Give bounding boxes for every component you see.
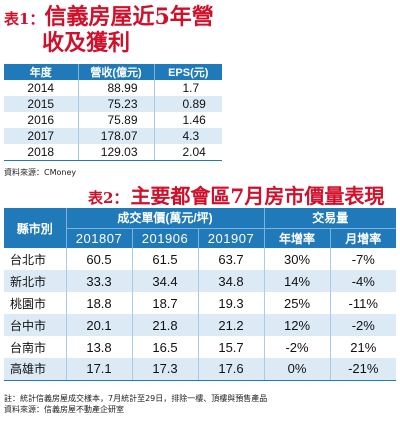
mom-cell: 21% bbox=[350, 339, 377, 355]
price-cell: 18.8 bbox=[66, 292, 133, 314]
column-header-201807: 201807 bbox=[66, 227, 133, 248]
price-cell: 21.2 bbox=[198, 314, 265, 336]
column-header-mom: 月增率 bbox=[330, 227, 396, 248]
price-cell: 17.1 bbox=[66, 358, 133, 381]
table-row: 2016 75.89 1.46 bbox=[4, 112, 222, 128]
city-cell: 台中市 bbox=[4, 314, 67, 336]
table-row: 高雄市 17.1 17.3 17.6 0% -21% bbox=[4, 358, 396, 381]
column-header-volume: 交易量 bbox=[264, 208, 396, 228]
table2-note: 註：統計信義房屋成交樣本，7月統計至29日，排除一樓、頂樓與預售產品 bbox=[4, 394, 268, 403]
housing-market-table: 縣市別 成交單價(萬元/坪) 交易量 201807 201906 201907 … bbox=[4, 208, 396, 381]
price-cell: 17.3 bbox=[132, 358, 199, 381]
table2-footnotes: 註：統計信義房屋成交樣本，7月統計至29日，排除一樓、頂樓與預售產品 資料來源：… bbox=[4, 393, 267, 415]
table2-tag: 表2： bbox=[88, 189, 129, 207]
price-cell: 18.7 bbox=[132, 292, 199, 314]
table1-heading: 表1： 信義房屋近5年營 收及獲利 bbox=[4, 4, 284, 56]
revenue-cell: 75.23 bbox=[78, 96, 155, 112]
mom-cell: -21% bbox=[330, 358, 396, 381]
eps-cell: 1.7 bbox=[182, 81, 200, 95]
price-cell: 19.3 bbox=[198, 292, 265, 314]
table2-source: 資料來源：信義房屋不動產企研室 bbox=[4, 405, 124, 414]
eps-cell: 2.04 bbox=[154, 144, 222, 161]
city-cell: 桃園市 bbox=[4, 292, 67, 314]
column-header-unit-price: 成交單價(萬元/坪) bbox=[66, 208, 265, 228]
yoy-cell: -2% bbox=[264, 336, 331, 358]
city-cell: 台北市 bbox=[4, 248, 67, 270]
city-cell: 新北市 bbox=[4, 270, 67, 292]
table1-tag: 表1： bbox=[4, 10, 45, 28]
mom-cell: -7% bbox=[351, 251, 375, 267]
revenue-cell: 178.07 bbox=[78, 128, 155, 144]
yoy-cell: 14% bbox=[264, 270, 331, 292]
yoy-cell: 25% bbox=[264, 292, 331, 314]
yoy-cell: 12% bbox=[264, 314, 331, 336]
year-cell: 2016 bbox=[4, 112, 79, 128]
eps-cell: 4.3 bbox=[154, 128, 222, 144]
revenue-table: 年度 營收(億元) EPS(元) 2014 88.99 1.7 2015 75.… bbox=[4, 64, 222, 161]
year-cell: 2014 bbox=[4, 80, 79, 96]
price-cell: 16.5 bbox=[132, 336, 199, 358]
year-cell: 2015 bbox=[4, 96, 79, 112]
table-row: 2014 88.99 1.7 bbox=[4, 80, 222, 96]
column-header-city: 縣市別 bbox=[4, 208, 67, 248]
revenue-cell: 75.89 bbox=[78, 112, 155, 128]
price-cell: 21.8 bbox=[132, 314, 199, 336]
mom-cell: -11% bbox=[348, 295, 378, 311]
yoy-cell: 30% bbox=[264, 248, 331, 270]
table2-title: 主要都會區7月房市價量表現 bbox=[130, 184, 385, 208]
price-cell: 34.8 bbox=[198, 270, 265, 292]
mom-cell: -2% bbox=[330, 314, 396, 336]
table-row: 台中市 20.1 21.8 21.2 12% -2% bbox=[4, 314, 396, 336]
year-cell: 2018 bbox=[4, 144, 79, 161]
price-cell: 63.7 bbox=[198, 248, 265, 270]
column-header-revenue: 營收(億元) bbox=[78, 64, 155, 80]
price-cell: 34.4 bbox=[132, 270, 199, 292]
table-row: 台北市 60.5 61.5 63.7 30% -7% bbox=[4, 248, 396, 270]
table-row: 新北市 33.3 34.4 34.8 14% -4% bbox=[4, 270, 396, 292]
mom-cell: -4% bbox=[330, 270, 396, 292]
column-header-yoy: 年增率 bbox=[264, 227, 331, 248]
column-header-201907: 201907 bbox=[198, 227, 265, 248]
city-cell: 台南市 bbox=[4, 336, 67, 358]
price-cell: 61.5 bbox=[132, 248, 199, 270]
table1-source: 資料來源：CMoney bbox=[4, 168, 77, 177]
table-row: 2017 178.07 4.3 bbox=[4, 128, 222, 144]
table2-heading: 表2： 主要都會區7月房市價量表現 bbox=[88, 180, 384, 209]
revenue-cell: 88.99 bbox=[78, 80, 155, 96]
column-header-year: 年度 bbox=[4, 64, 79, 80]
column-header-eps: EPS(元) bbox=[154, 64, 222, 80]
table-row: 2015 75.23 0.89 bbox=[4, 96, 222, 112]
table1-title-line1: 信義房屋近5年營 bbox=[44, 4, 214, 30]
price-cell: 13.8 bbox=[66, 336, 133, 358]
price-cell: 33.3 bbox=[66, 270, 133, 292]
table-row: 台南市 13.8 16.5 15.7 -2% 21% bbox=[4, 336, 396, 358]
price-cell: 60.5 bbox=[66, 248, 133, 270]
revenue-cell: 129.03 bbox=[78, 144, 155, 161]
price-cell: 20.1 bbox=[66, 314, 133, 336]
table-row: 桃園市 18.8 18.7 19.3 25% -11% bbox=[4, 292, 396, 314]
column-header-201906: 201906 bbox=[132, 227, 199, 248]
table1-title-line2: 收及獲利 bbox=[42, 30, 131, 56]
eps-cell: 0.89 bbox=[154, 96, 222, 112]
price-cell: 15.7 bbox=[198, 336, 265, 358]
price-cell: 17.6 bbox=[198, 358, 265, 381]
yoy-cell: 0% bbox=[264, 358, 331, 381]
year-cell: 2017 bbox=[4, 128, 79, 144]
table-row: 2018 129.03 2.04 bbox=[4, 144, 222, 161]
city-cell: 高雄市 bbox=[4, 358, 67, 381]
eps-cell: 1.46 bbox=[182, 113, 206, 127]
